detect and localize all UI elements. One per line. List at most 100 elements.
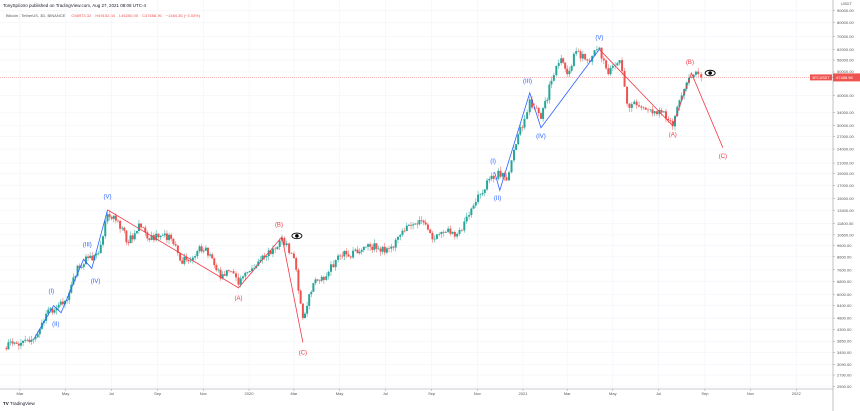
candle-body — [209, 254, 212, 256]
candle-body — [598, 47, 601, 50]
symbol-name[interactable]: Bitcoin / TetherUS, 3D, BINANCE — [6, 13, 66, 18]
candle-body — [9, 341, 12, 343]
candle-body — [237, 277, 240, 285]
candle-body — [537, 108, 540, 114]
x-tick-label: Mar — [564, 391, 572, 396]
candle-body — [371, 246, 374, 250]
wave-label: (B) — [275, 222, 283, 228]
candle-body — [440, 231, 443, 235]
candle-body — [227, 270, 230, 272]
candle-body — [133, 233, 136, 240]
candle-body — [57, 304, 60, 308]
candle-body — [59, 301, 62, 305]
candle-body — [383, 246, 386, 253]
candle-body — [108, 214, 111, 217]
correction-wave-line[interactable] — [107, 209, 304, 343]
candle-body — [405, 225, 408, 231]
candle-body — [232, 271, 235, 274]
candle-body — [515, 144, 518, 150]
correction-wave-line[interactable] — [599, 49, 724, 148]
candle-body — [369, 244, 372, 247]
eye-icon — [291, 232, 303, 240]
candle-body — [418, 220, 421, 225]
y-tick-label: 11800.00 — [837, 221, 854, 226]
wave-label: (II) — [494, 196, 501, 202]
candle-body — [451, 231, 454, 234]
candle-body — [644, 107, 647, 110]
candle-body — [312, 283, 315, 292]
candle-body — [310, 291, 313, 295]
candle-body — [257, 261, 260, 266]
candle-body — [649, 109, 652, 111]
candle-body — [621, 60, 624, 71]
wave-label: (B) — [686, 60, 694, 66]
candle-body — [299, 290, 302, 304]
candle-body — [660, 109, 663, 113]
candle-body — [449, 228, 452, 234]
candle-body — [638, 105, 641, 107]
x-tick-label: Jul — [383, 391, 388, 396]
candle-body — [539, 113, 542, 119]
symbol-tag-label: BTCUSDT — [813, 76, 831, 80]
candle-body — [633, 101, 636, 105]
candle-body — [242, 276, 245, 279]
candle-body — [669, 120, 672, 121]
candle-body — [618, 60, 621, 64]
candle-body — [465, 216, 468, 222]
candle-body — [267, 250, 270, 257]
candle-body — [174, 244, 177, 246]
candle-body — [653, 111, 656, 114]
candle-body — [150, 235, 153, 240]
candle-body — [102, 236, 105, 245]
candle-body — [87, 256, 90, 259]
x-tick-label: Nov — [747, 391, 754, 396]
candle-body — [288, 243, 291, 254]
candle-body — [285, 243, 288, 246]
time-axis[interactable]: Mar May Jul Sep Nov 2020 Mar May Jul Sep Nov 2021 Ma… — [0, 388, 833, 396]
impulse-wave-line[interactable] — [33, 209, 108, 339]
candle-body — [626, 86, 629, 104]
candle-body — [225, 270, 228, 276]
y-tick-label: 10600.00 — [837, 232, 854, 237]
candle-body — [223, 274, 226, 276]
candle-body — [32, 338, 35, 340]
candle-body — [53, 310, 56, 313]
wave-label: (A) — [669, 133, 677, 139]
candle-body — [271, 248, 274, 254]
candle-body — [183, 256, 186, 264]
candle-body — [394, 239, 397, 248]
candle-body — [61, 301, 64, 305]
candle-body — [385, 248, 388, 253]
candle-body — [399, 234, 402, 237]
candle-body — [676, 106, 679, 117]
candle-body — [121, 227, 124, 229]
candle-body — [34, 337, 37, 339]
candle-body — [82, 264, 85, 267]
candle-body — [664, 111, 667, 119]
candle-body — [341, 255, 344, 257]
tradingview-logo[interactable]: TV TradingView — [3, 401, 35, 406]
candle-body — [456, 233, 459, 237]
candle-body — [690, 77, 693, 78]
ohlc-change: −1484.36 (−3.03%) — [165, 13, 201, 18]
candle-body — [700, 74, 703, 78]
candle-body — [623, 70, 626, 87]
y-tick-label: 4800.00 — [837, 316, 852, 321]
candle-body — [66, 300, 69, 301]
candle-body — [486, 180, 489, 190]
candle-body — [5, 348, 8, 350]
wave-lines[interactable] — [33, 49, 724, 343]
candle-body — [110, 216, 113, 219]
candle-body — [163, 233, 166, 236]
candle-body — [104, 221, 107, 237]
candle-body — [416, 223, 419, 225]
candle-body — [364, 246, 367, 248]
candle-body — [438, 234, 441, 235]
impulse-wave-line[interactable] — [494, 49, 600, 192]
candle-body — [444, 231, 447, 233]
candle-body — [248, 270, 251, 273]
y-tick-label: 5400.00 — [837, 303, 852, 308]
candle-body — [112, 215, 115, 219]
